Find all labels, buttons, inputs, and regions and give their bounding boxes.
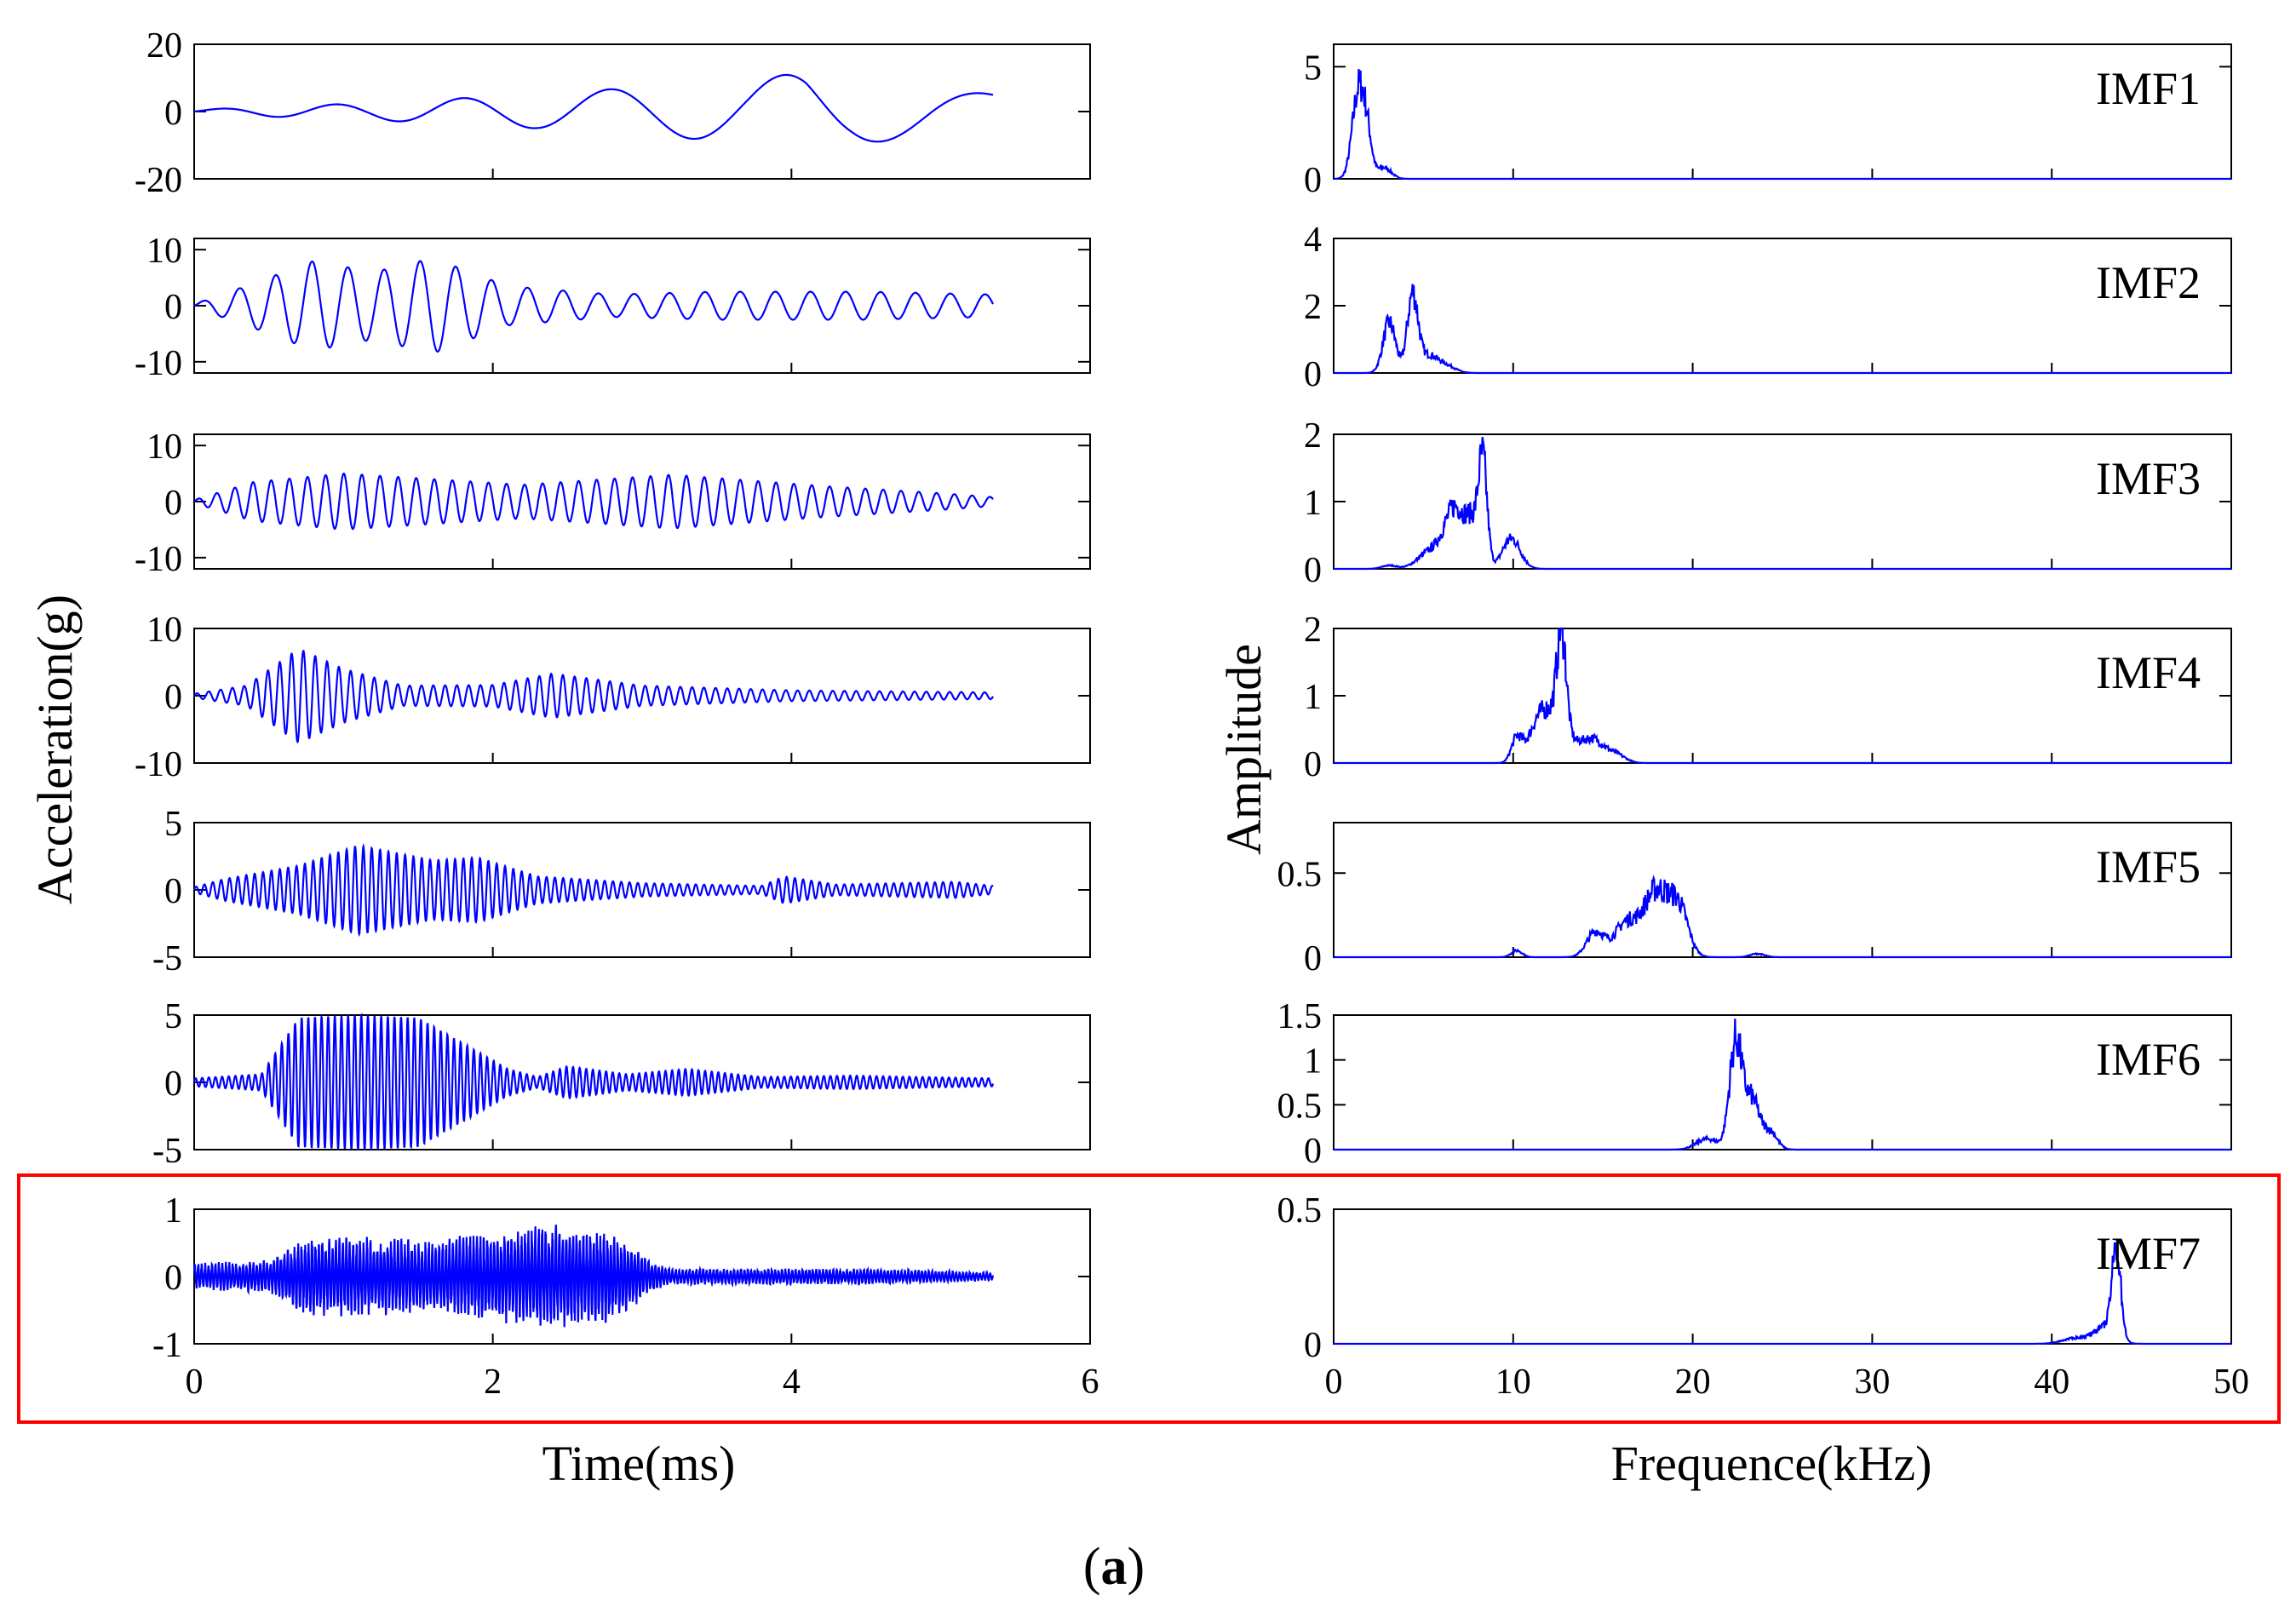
freq-xtick-label: 50 (2213, 1363, 2249, 1402)
spectrum-ytick-label: 5 (1304, 49, 1322, 88)
imf5-time-series (193, 842, 994, 938)
imf4-label: IMF4 (2096, 647, 2201, 698)
imf4-spectrum-series (1334, 627, 2231, 765)
time-ytick-label: 1 (164, 1191, 182, 1231)
time-ytick-label: -1 (152, 1326, 182, 1365)
time-ytick-label: 10 (146, 611, 182, 650)
imf3-time-series (193, 472, 994, 531)
imf-panels: 200-2050IMF1100-10420IMF2100-10210IMF310… (135, 26, 2249, 1402)
imf6-spectrum-axes (1333, 1014, 2232, 1150)
time-xtick-label: 6 (1082, 1363, 1099, 1402)
freq-xtick-label: 0 (1325, 1363, 1343, 1402)
spectrum-ytick-label: 0.5 (1277, 1191, 1323, 1231)
spectrum-ytick-label: 1 (1304, 484, 1322, 523)
spectrum-ytick-label: 0 (1304, 355, 1322, 394)
spectrum-ytick-label: 0 (1304, 551, 1322, 590)
imf5-spectrum-series (1334, 875, 2231, 959)
freq-xlabel: Frequence(kHz) (1611, 1436, 1932, 1491)
freq-xtick-label: 30 (1854, 1363, 1890, 1402)
time-ytick-label: -5 (152, 1132, 182, 1171)
time-ytick-label: -10 (135, 540, 182, 579)
time-ytick-label: 20 (146, 26, 182, 66)
imf1-time-axes (193, 43, 1091, 180)
panel-imf1: 20 0 -20 5 0 IMF1 (135, 26, 2232, 200)
spectrum-ytick-label: 4 (1304, 221, 1322, 260)
spectrum-ytick-label: 2 (1304, 288, 1322, 327)
caption-close: ) (1128, 1538, 1145, 1596)
freq-xtick-label: 10 (1495, 1363, 1531, 1402)
time-ytick-label: 0 (164, 94, 182, 133)
time-ytick-label: 0 (164, 484, 182, 523)
time-xtick-label: 0 (186, 1363, 204, 1402)
imf6-time-series (192, 1012, 995, 1152)
imf6-label: IMF6 (2096, 1034, 2201, 1085)
imf5-label: IMF5 (2096, 841, 2201, 892)
spectrum-ytick-label: 0 (1304, 161, 1322, 200)
panel-imf5: 5 0 -5 0.5 0 IMF5 (152, 805, 2232, 978)
imf2-spectrum-series (1334, 284, 2231, 375)
freq-ylabel: Amplitude (1216, 644, 1271, 855)
figure-caption: (a) (1083, 1538, 1145, 1596)
imf4-time-series (193, 650, 994, 744)
spectrum-ytick-label: 0 (1304, 1132, 1322, 1171)
time-ytick-label: 10 (146, 427, 182, 467)
imf3-label: IMF3 (2096, 453, 2201, 504)
spectrum-ytick-label: 0 (1304, 1326, 1322, 1365)
time-ytick-label: -10 (135, 745, 182, 784)
spectrum-ytick-label: 0 (1304, 745, 1322, 784)
spectrum-ytick-label: 0.5 (1277, 855, 1323, 894)
caption-letter: a (1101, 1538, 1128, 1596)
spectrum-ytick-label: 1.5 (1277, 997, 1323, 1036)
freq-xtick-label: 20 (1675, 1363, 1711, 1402)
time-ytick-label: -5 (152, 939, 182, 978)
imf2-label: IMF2 (2096, 257, 2201, 308)
time-ytick-label: 0 (164, 678, 182, 717)
imf7-spectrum-series (1334, 1242, 2231, 1345)
time-ytick-label: 5 (164, 997, 182, 1036)
time-ytick-label: 0 (164, 1064, 182, 1104)
time-ytick-label: 0 (164, 1259, 182, 1298)
caption-open: ( (1083, 1538, 1101, 1596)
freq-xtick-label: 40 (2034, 1363, 2069, 1402)
imf1-spectrum-series (1334, 69, 2231, 181)
imf7-label: IMF7 (2096, 1228, 2201, 1279)
spectrum-ytick-label: 2 (1304, 611, 1322, 650)
time-ytick-label: 0 (164, 288, 182, 327)
imf7-time-series (192, 1225, 995, 1328)
spectrum-ytick-label: 1 (1304, 678, 1322, 717)
time-ytick-label: -10 (135, 344, 182, 383)
imf1-label: IMF1 (2096, 63, 2201, 114)
time-xtick-label: 4 (783, 1363, 801, 1402)
imf6-spectrum-series (1334, 1018, 2231, 1151)
time-ylabel: Acceleration(g) (27, 594, 83, 904)
highlight-box (17, 1173, 2281, 1424)
spectrum-ytick-label: 1 (1304, 1042, 1322, 1082)
time-ytick-label: 10 (146, 232, 182, 271)
time-ytick-label: 5 (164, 805, 182, 844)
spectrum-ytick-label: 0.5 (1277, 1087, 1323, 1126)
time-xlabel: Time(ms) (542, 1436, 736, 1491)
imf3-spectrum-series (1334, 437, 2231, 571)
panel-imf6: 5 0 -5 1.5 1 0.5 0 IMF6 (152, 997, 2232, 1171)
time-xtick-label: 2 (484, 1363, 502, 1402)
spectrum-ytick-label: 2 (1304, 416, 1322, 456)
time-ytick-label: -20 (135, 161, 182, 200)
time-ytick-label: 0 (164, 872, 182, 911)
imf2-time-series (193, 260, 994, 353)
imf1-time-series (193, 73, 994, 143)
panel-imf2: 10 0 -10 4 2 0 IMF2 (135, 221, 2232, 394)
spectrum-ytick-label: 0 (1304, 939, 1322, 978)
imf3-time-axes (193, 433, 1091, 570)
